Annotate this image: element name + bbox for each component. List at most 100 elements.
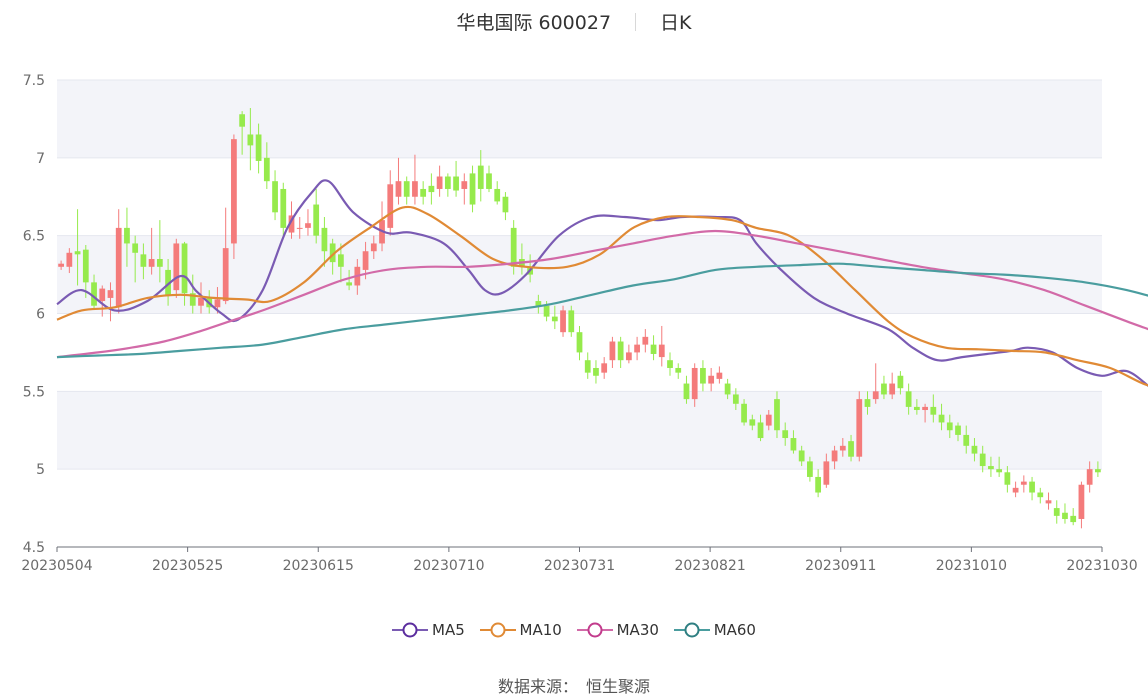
candle-up (412, 181, 418, 197)
y-tick-label: 7.5 (23, 73, 45, 89)
x-tick-label: 20231030 (1066, 558, 1137, 574)
candle-down (848, 441, 854, 457)
candle-down (329, 243, 336, 263)
candle-up (387, 184, 394, 228)
candle-down (502, 196, 509, 213)
candle-down (790, 438, 797, 451)
candle-up (560, 310, 566, 333)
period-tab[interactable]: 日K (660, 12, 692, 34)
y-tick-label: 5 (36, 462, 45, 478)
candle-down (337, 254, 344, 267)
candle-down (798, 450, 805, 462)
candle-down (510, 227, 517, 267)
candle-down (189, 293, 196, 306)
candle-up (823, 461, 830, 485)
candle-down (996, 469, 1003, 473)
candle-up (231, 139, 237, 244)
candle-up (625, 352, 632, 361)
candle-down (741, 403, 747, 423)
candle-down (263, 157, 270, 182)
candle-up (634, 344, 640, 353)
candle-up (148, 259, 155, 267)
candle-down (477, 165, 484, 189)
candle-down (568, 310, 575, 333)
x-tick-label: 20230911 (805, 558, 876, 574)
candle-up (642, 336, 649, 345)
candle-up (362, 251, 369, 270)
candle-down (650, 344, 657, 354)
candle-down (543, 305, 550, 317)
candle-down (979, 453, 986, 467)
y-tick-label: 7 (36, 151, 45, 167)
candle-up (173, 243, 180, 291)
candle-down (165, 269, 171, 295)
candle-up (856, 399, 863, 457)
candle-up (115, 227, 122, 308)
candle-down (74, 251, 81, 255)
legend-item-ma10[interactable]: MA10 (479, 621, 562, 639)
candle-down (1004, 472, 1011, 485)
x-tick-label: 20230821 (674, 558, 745, 574)
y-tick-label: 6.5 (23, 229, 45, 245)
candle-down (807, 461, 813, 477)
legend-label-ma5: MA5 (432, 621, 465, 639)
candle-down (403, 181, 410, 197)
candle-down (486, 173, 492, 189)
candle-down (239, 114, 246, 127)
candle-down (864, 399, 871, 407)
candle-up (66, 252, 73, 267)
candle-down (576, 332, 583, 353)
candle-down (1053, 508, 1060, 516)
candle-down (1037, 492, 1044, 498)
data-source: 数据来源： 恒生聚源 (0, 673, 1148, 697)
candle-up (395, 181, 402, 197)
candle-down (946, 422, 953, 431)
source-value: 恒生聚源 (586, 677, 651, 696)
candle-up (765, 414, 772, 426)
candle-down (757, 422, 764, 439)
candle-up (1012, 487, 1019, 493)
candle-down (667, 360, 673, 368)
candle-down (930, 406, 937, 415)
candle-up (305, 223, 311, 228)
candle-up (58, 263, 64, 267)
candle-up (1078, 484, 1085, 519)
candle-down (453, 176, 459, 191)
candle-down (91, 282, 97, 306)
candle-up (716, 372, 723, 379)
candle-down (774, 399, 780, 431)
candle-down (156, 259, 163, 267)
legend-item-ma60[interactable]: MA60 (673, 621, 756, 639)
candle-down (469, 173, 476, 205)
candle-down (1062, 512, 1068, 519)
candle-down (551, 316, 558, 322)
candle-up (691, 367, 698, 400)
candle-up (889, 383, 896, 395)
candle-down (1070, 515, 1077, 523)
candle-down (782, 430, 789, 439)
candle-down (140, 254, 147, 267)
candle-up (609, 341, 616, 361)
candle-down (881, 383, 887, 395)
candle-down (955, 425, 961, 435)
candle-down (181, 243, 188, 294)
candle-down (963, 434, 970, 446)
ma10-line (56, 205, 1148, 387)
candle-down (280, 188, 287, 228)
candle-up (461, 181, 468, 189)
candle-up (872, 391, 879, 400)
candle-down (617, 341, 624, 361)
legend-item-ma30[interactable]: MA30 (576, 621, 659, 639)
chart-header: 华电国际 600027 日K (0, 8, 1148, 35)
candle-down (535, 301, 542, 306)
title-divider (635, 13, 637, 31)
candle-down (444, 176, 451, 189)
candle-down (675, 367, 682, 373)
candle-down (815, 476, 822, 493)
candle-up (436, 176, 443, 189)
candle-down (584, 360, 591, 373)
ma10-legend-icon (479, 622, 516, 638)
x-tick-label: 20230731 (544, 558, 615, 574)
legend-item-ma5[interactable]: MA5 (392, 621, 465, 639)
candle-up (922, 406, 928, 411)
